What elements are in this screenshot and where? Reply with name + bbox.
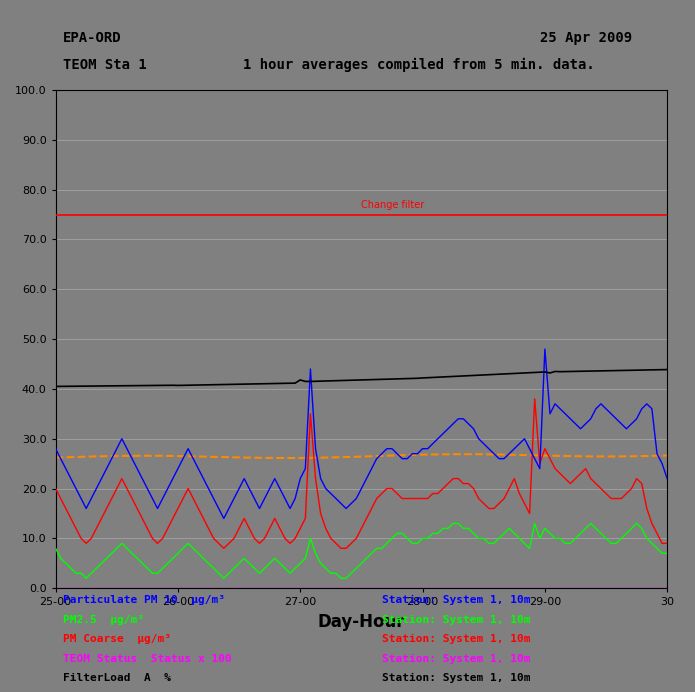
Text: 1 hour averages compiled from 5 min. data.: 1 hour averages compiled from 5 min. dat…: [243, 58, 595, 72]
X-axis label: Day-Hour: Day-Hour: [318, 613, 405, 631]
Text: TEOM Status  Status x 100: TEOM Status Status x 100: [63, 653, 231, 664]
Text: FilterLoad  A  %: FilterLoad A %: [63, 673, 170, 683]
Text: Station: System 1, 10m: Station: System 1, 10m: [382, 673, 531, 683]
Text: TEOM Sta 1: TEOM Sta 1: [63, 58, 147, 72]
Text: Station: System 1, 10m: Station: System 1, 10m: [382, 595, 531, 606]
Text: Station: System 1, 10m: Station: System 1, 10m: [382, 614, 531, 625]
Text: Station: System 1, 10m: Station: System 1, 10m: [382, 653, 531, 664]
Text: Change filter: Change filter: [361, 199, 425, 210]
Text: PM2.5  μg/m³: PM2.5 μg/m³: [63, 614, 144, 625]
Text: PM Coarse  μg/m³: PM Coarse μg/m³: [63, 634, 170, 644]
Text: Particulate PM 10  μg/m³: Particulate PM 10 μg/m³: [63, 595, 224, 606]
Text: EPA-ORD: EPA-ORD: [63, 30, 121, 44]
Text: 25 Apr 2009: 25 Apr 2009: [540, 30, 632, 44]
Text: Station: System 1, 10m: Station: System 1, 10m: [382, 634, 531, 644]
